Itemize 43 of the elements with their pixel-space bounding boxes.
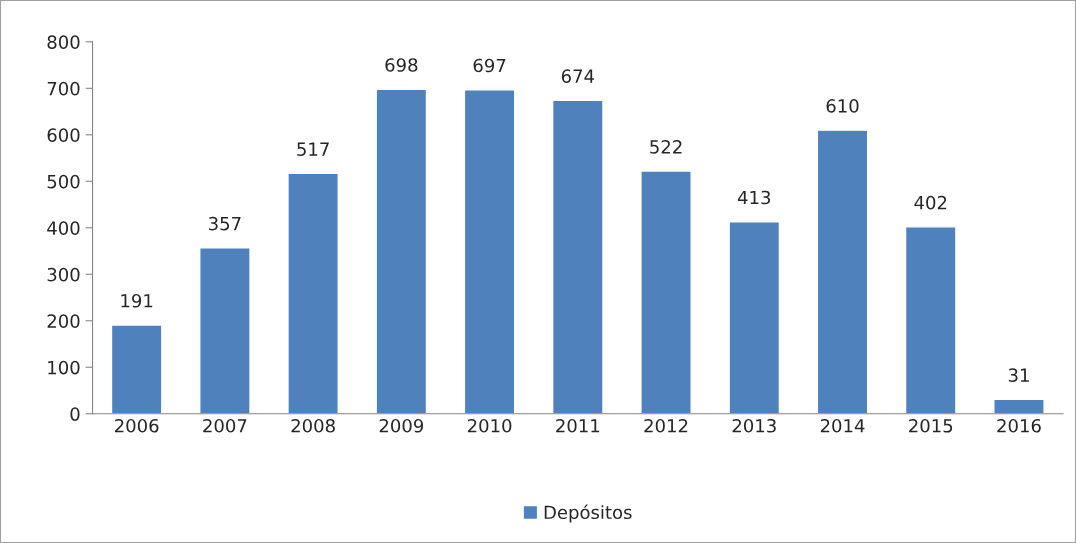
y-tick-label: 800 — [47, 35, 80, 49]
x-tick-label: 2012 — [644, 418, 688, 433]
bar — [110, 324, 163, 414]
bar — [463, 89, 516, 414]
y-tick-label: 700 — [47, 81, 80, 96]
x-tick-label: 2013 — [732, 418, 776, 433]
data-label: 674 — [561, 69, 595, 84]
bar — [816, 129, 869, 414]
data-label: 31 — [1008, 368, 1029, 382]
x-tick-label: 2015 — [909, 418, 953, 433]
bar — [287, 172, 339, 414]
y-tick-label: 200 — [47, 314, 80, 328]
data-label: 413 — [737, 190, 771, 205]
x-tick-label: 2007 — [203, 418, 247, 433]
bar — [640, 170, 692, 414]
data-label: 191 — [121, 293, 153, 308]
y-tick-label: 600 — [47, 128, 80, 142]
x-tick-label: 2014 — [820, 418, 865, 433]
data-label: 402 — [914, 195, 947, 210]
y-tick-label: 300 — [47, 267, 80, 282]
y-tick-label: 500 — [47, 174, 80, 189]
bar — [375, 88, 428, 414]
data-label: 697 — [473, 58, 506, 73]
y-tick-label: 100 — [48, 360, 80, 375]
legend-label: Depósitos — [544, 504, 632, 523]
x-tick-label: 2006 — [115, 418, 159, 433]
y-tick-label: 400 — [47, 221, 80, 235]
x-tick-label: 2010 — [467, 418, 512, 433]
bar — [551, 99, 604, 414]
bar — [728, 221, 781, 414]
y-tick-label: 0 — [70, 407, 80, 421]
x-tick-label: 2011 — [556, 418, 600, 433]
data-label: 357 — [209, 216, 241, 231]
bar — [199, 247, 251, 414]
x-tick-label: 2016 — [997, 418, 1041, 433]
bar — [993, 398, 1045, 414]
data-label: 610 — [826, 99, 859, 113]
data-label: 698 — [385, 58, 418, 72]
data-label: 517 — [297, 142, 329, 156]
x-tick-label: 2008 — [291, 418, 335, 433]
x-tick-label: 2009 — [379, 418, 424, 433]
data-label: 522 — [650, 140, 682, 154]
bar — [904, 226, 957, 414]
